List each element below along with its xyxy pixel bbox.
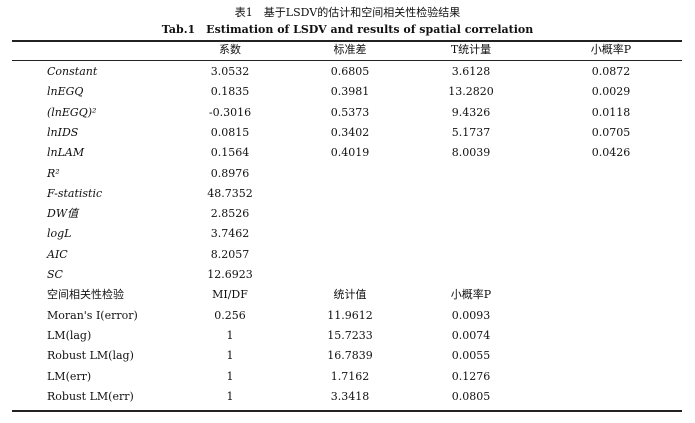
row-label: SC (47, 268, 63, 281)
table-cell: 0.0815 (210, 125, 250, 139)
row-label: F-statistic (47, 186, 103, 200)
table-cell: 0.0074 (451, 328, 491, 342)
table-cell: 3.6128 (451, 65, 491, 78)
table-cell: 0.0055 (451, 349, 491, 363)
table-cell: 0.0426 (591, 146, 631, 160)
table-caption-chinese: 表1 基于LSDV的估计和空间相关性检验结果 (234, 6, 461, 19)
table-cell: 3.0532 (210, 65, 250, 78)
table-row: logL 3.7462 (0, 224, 695, 244)
table-row: R² 0.8976 (0, 164, 695, 184)
table-row: AIC 8.2057 (0, 245, 695, 265)
table-cell: 9.4326 (451, 105, 491, 119)
row-label: lnIDS (47, 125, 79, 139)
spatial-test-row: LM(err) 1 1.7162 0.1276 (0, 367, 695, 387)
table-cell: 1.7162 (330, 369, 370, 383)
top-rule (12, 40, 682, 42)
header-cell: T统计量 (450, 43, 492, 56)
table-cell: 0.256 (214, 308, 246, 322)
table-cell: 0.0705 (591, 125, 631, 139)
table-cell: -0.3016 (208, 105, 252, 119)
table-cell: 0.0118 (591, 105, 631, 119)
row-label: (lnEGQ)² (47, 105, 97, 119)
subheader-cell: 小概率P (450, 288, 492, 302)
table-row: lnEGQ 0.1835 0.3981 13.2820 0.0029 (0, 82, 695, 102)
table-cell: 2.8526 (210, 207, 250, 221)
table-cell: 0.0805 (451, 389, 491, 403)
subheader-cell: 统计值 (333, 288, 367, 302)
spatial-test-row: Robust LM(err) 1 3.3418 0.0805 (0, 387, 695, 407)
table-caption-english: Tab.1 Estimation of LSDV and results of … (161, 23, 534, 36)
table-cell: 8.2057 (210, 247, 250, 261)
table-cell: 0.1276 (451, 369, 491, 383)
table-cell: 0.3981 (330, 85, 370, 99)
subheader-cell: 空间相关性检验 (47, 288, 124, 302)
table-row: DW值 2.8526 (0, 204, 695, 224)
table-cell: 0.0872 (591, 65, 631, 78)
table-cell: 15.7233 (327, 328, 373, 342)
table-row: (lnEGQ)² -0.3016 0.5373 9.4326 0.0118 (0, 103, 695, 123)
table-cell: 0.8976 (210, 166, 250, 180)
row-label: Robust LM(err) (47, 389, 134, 403)
table-cell: 0.1835 (210, 85, 250, 99)
row-label: LM(lag) (47, 328, 92, 342)
row-label: R² (47, 166, 60, 180)
row-label: AIC (47, 247, 68, 261)
spatial-test-header-row: 空间相关性检验 MI/DF 统计值 小概率P (0, 285, 695, 305)
table-cell: 0.5373 (330, 105, 370, 119)
table-cell: 0.1564 (210, 146, 250, 160)
row-label: logL (47, 227, 72, 241)
table-cell: 0.4019 (330, 146, 370, 160)
spatial-test-row: LM(lag) 1 15.7233 0.0074 (0, 326, 695, 346)
row-label: Moran's I(error) (47, 308, 138, 322)
table-row: F-statistic 48.7352 (0, 184, 695, 204)
table-cell: 0.6805 (330, 65, 370, 78)
table-cell: 1 (226, 349, 234, 363)
table-cell: 11.9612 (327, 308, 373, 322)
subheader-cell: MI/DF (212, 288, 248, 302)
table-cell: 0.0029 (591, 85, 631, 99)
table-cell: 5.1737 (451, 125, 491, 139)
table-cell: 1 (226, 369, 234, 383)
spatial-test-row: Robust LM(lag) 1 16.7839 0.0055 (0, 346, 695, 366)
table-row: lnLAM 0.1564 0.4019 8.0039 0.0426 (0, 143, 695, 163)
row-label: LM(err) (47, 369, 92, 383)
table-cell: 48.7352 (207, 186, 253, 200)
header-rule (12, 60, 682, 61)
table-cell: 3.7462 (210, 227, 250, 241)
row-label: lnEGQ (47, 85, 84, 99)
table-cell: 0.3402 (330, 125, 370, 139)
bottom-rule (12, 410, 682, 412)
table-cell: 0.0093 (451, 308, 491, 322)
table-row: lnIDS 0.0815 0.3402 5.1737 0.0705 (0, 123, 695, 143)
table-cell: 3.3418 (330, 389, 370, 403)
table-row: SC 12.6923 (0, 265, 695, 285)
table-header-row: 系数 标准差 T统计量 小概率P (0, 40, 695, 60)
table-cell: 8.0039 (451, 146, 491, 160)
table-cell: 12.6923 (207, 268, 253, 281)
table-cell: 1 (226, 389, 234, 403)
header-cell: 小概率P (590, 43, 632, 56)
table-cell: 16.7839 (327, 349, 373, 363)
row-label: DW值 (47, 207, 79, 221)
row-label: lnLAM (47, 146, 85, 160)
header-cell: 标准差 (333, 43, 367, 56)
spatial-test-row: Moran's I(error) 0.256 11.9612 0.0093 (0, 306, 695, 326)
header-cell: 系数 (219, 43, 241, 56)
table-row: Constant 3.0532 0.6805 3.6128 0.0872 (0, 62, 695, 82)
row-label: Constant (47, 65, 98, 78)
table-cell: 1 (226, 328, 234, 342)
row-label: Robust LM(lag) (47, 349, 134, 363)
table-cell: 13.2820 (448, 85, 494, 99)
